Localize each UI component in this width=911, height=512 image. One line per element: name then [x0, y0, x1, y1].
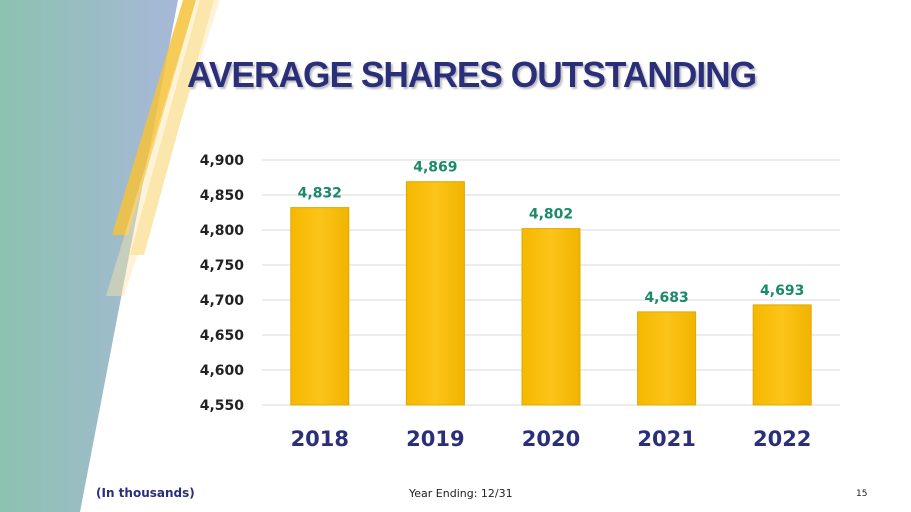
- bar-2018: [290, 207, 350, 406]
- y-tick-label: 4,800: [200, 223, 245, 239]
- slide-title: AVERAGE SHARES OUTSTANDING: [187, 54, 757, 95]
- bars: [290, 181, 812, 406]
- category-label-2022: 2022: [753, 427, 811, 451]
- bar-2020: [521, 228, 581, 406]
- units-footnote: (In thousands): [96, 486, 195, 500]
- y-tick-label: 4,750: [200, 258, 245, 274]
- year-ending-note: Year Ending: 12/31: [409, 487, 513, 500]
- category-label-2021: 2021: [637, 427, 695, 451]
- pale-gold-stripe-shape: [106, 0, 220, 296]
- value-label-2022: 4,693: [760, 283, 804, 299]
- category-label-2020: 2020: [522, 427, 580, 451]
- value-label-2020: 4,802: [529, 207, 573, 223]
- page-number: 15: [856, 489, 868, 499]
- value-labels: 4,832 4,869 4,802 4,683 4,693: [298, 160, 805, 306]
- y-tick-label: 4,550: [200, 398, 245, 414]
- bar-2022: [752, 304, 812, 406]
- category-label-2019: 2019: [406, 427, 464, 451]
- category-label-2018: 2018: [291, 427, 349, 451]
- y-tick-label: 4,900: [200, 153, 245, 169]
- y-axis-tick-labels: 4,550 4,600 4,650 4,700 4,750 4,800 4,850 4,900: [200, 153, 245, 414]
- value-label-2018: 4,832: [298, 186, 342, 202]
- value-label-2019: 4,869: [413, 160, 457, 176]
- y-tick-label: 4,850: [200, 188, 245, 204]
- gold-stripe-shape: [112, 0, 196, 235]
- bar-2021: [637, 311, 697, 406]
- category-labels: 2018 2019 2020 2021 2022: [291, 427, 812, 451]
- light-gold-stripe-shape: [130, 0, 214, 255]
- y-tick-label: 4,650: [200, 328, 245, 344]
- bar-2019: [405, 181, 465, 406]
- teal-wedge-shape: [0, 0, 178, 512]
- y-tick-label: 4,700: [200, 293, 245, 309]
- value-label-2021: 4,683: [644, 290, 688, 306]
- y-tick-label: 4,600: [200, 363, 245, 379]
